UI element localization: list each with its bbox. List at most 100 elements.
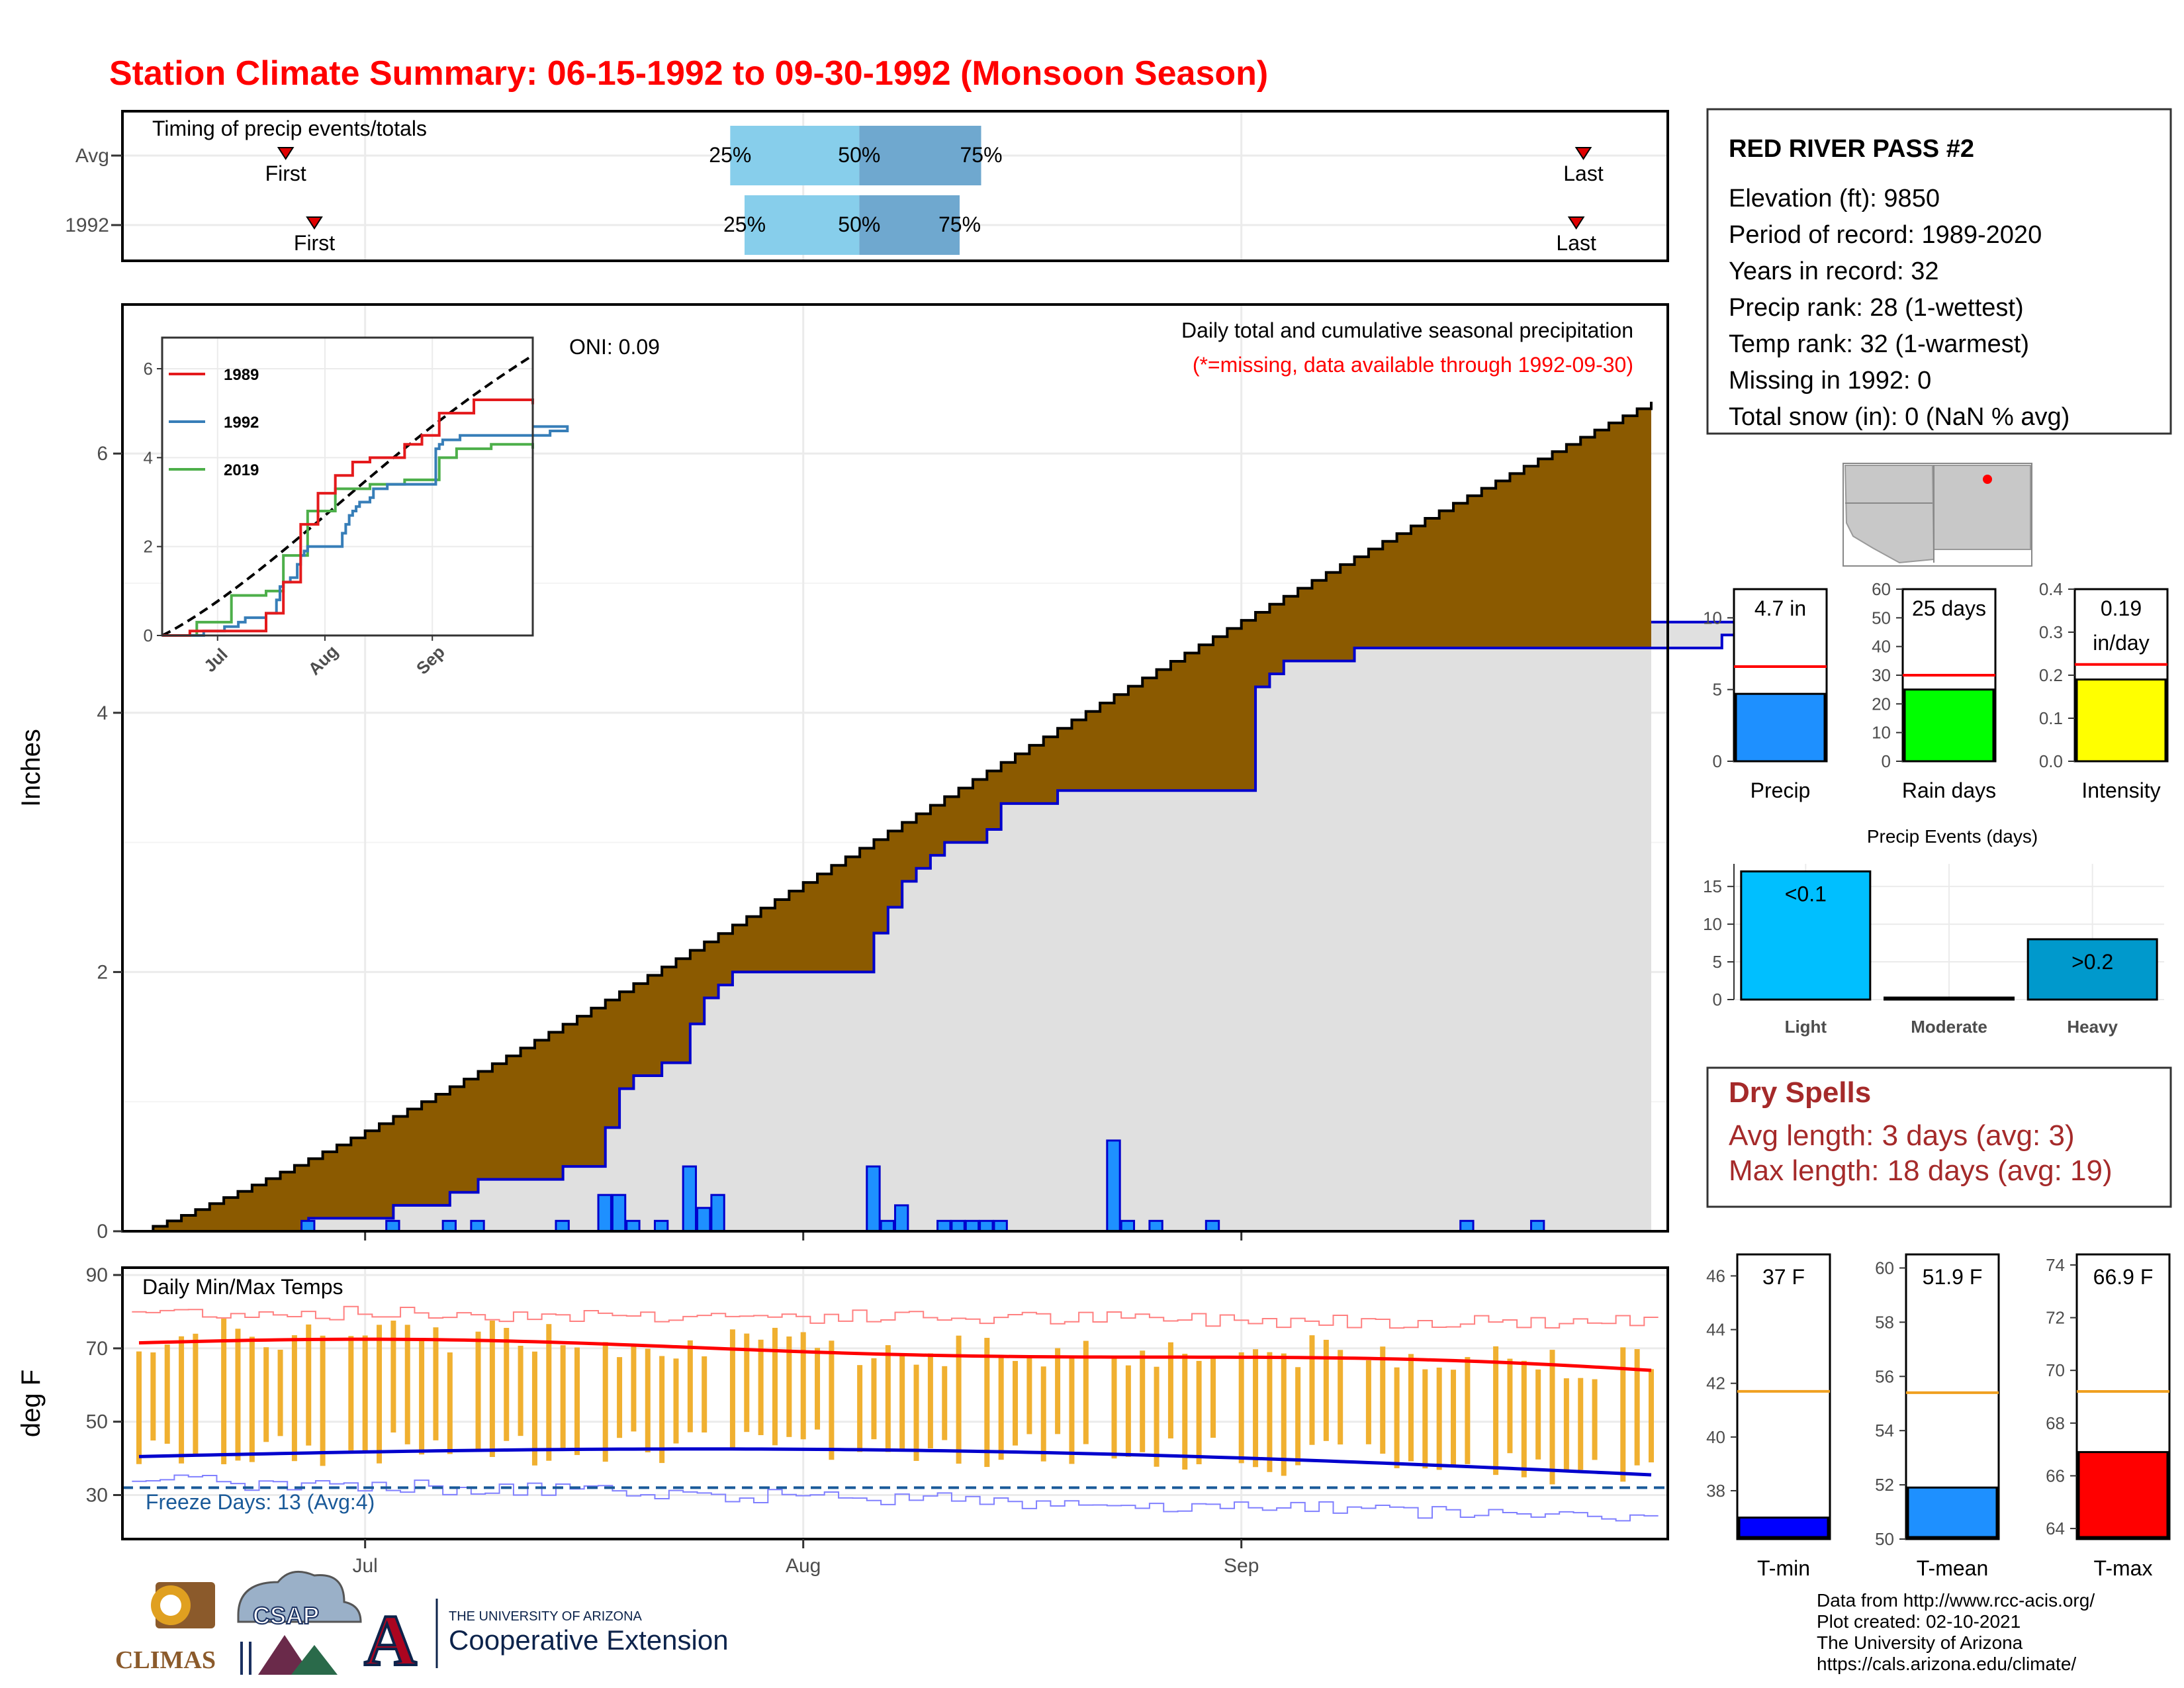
summary-ytick-label: 0.1 bbox=[2039, 708, 2063, 728]
daily-temp-bar bbox=[1338, 1350, 1343, 1445]
precip-frame bbox=[121, 303, 1669, 1233]
daily-temp-bar bbox=[475, 1331, 481, 1450]
daily-precip-bar bbox=[950, 1219, 966, 1233]
daily-temp-bar bbox=[1026, 1355, 1032, 1434]
summary-ytick-label: 50 bbox=[1872, 608, 1891, 628]
oni-label: ONI: 0.09 bbox=[569, 335, 660, 359]
summary-bar-value bbox=[1735, 692, 1826, 763]
events-ytick-label: 0 bbox=[1713, 990, 1722, 1009]
timing-label: Timing of precip events/totals bbox=[152, 117, 427, 140]
temp-summary-ytick-label: 52 bbox=[1875, 1475, 1894, 1495]
daily-temp-bar bbox=[1040, 1366, 1046, 1462]
daily-precip-bar bbox=[1106, 1139, 1121, 1233]
temp-ytick-label: 90 bbox=[86, 1264, 108, 1286]
daily-precip-bar bbox=[611, 1194, 627, 1233]
timing-p25-label: 25% bbox=[723, 212, 766, 236]
daily-temp-bar bbox=[998, 1356, 1004, 1460]
daily-precip-bar bbox=[1148, 1219, 1163, 1233]
temp-summary-value-label: 66.9 F bbox=[2093, 1265, 2154, 1289]
temp-summary-ytick-label: 44 bbox=[1706, 1320, 1725, 1340]
logos: CLIMAS CSAP A THE UNIVERSITY OF ARIZONA … bbox=[115, 1570, 729, 1682]
inset-ytick-label: 2 bbox=[144, 537, 153, 557]
temperature-bar-charts: 38 40 42 44 46 37 F T-min 50 52 54 56 58 60 51.9 F T-m… bbox=[1706, 1253, 2171, 1580]
credit-url: https://cals.arizona.edu/climate/ bbox=[1817, 1654, 2076, 1674]
summary-ytick-label: 40 bbox=[1872, 637, 1891, 657]
daily-temp-bar bbox=[1649, 1369, 1654, 1463]
daily-precip-bar bbox=[993, 1219, 1008, 1233]
dry-spells-box: Dry Spells Avg length: 3 days (avg: 3) M… bbox=[1706, 1066, 2172, 1208]
timing-last-label: Last bbox=[1563, 162, 1604, 185]
temp-summary-ytick-label: 42 bbox=[1706, 1374, 1725, 1393]
temp-summary-value-label: 37 F bbox=[1762, 1265, 1805, 1289]
daily-precip-bar bbox=[625, 1219, 641, 1233]
station-period: Period of record: 1989-2020 bbox=[1729, 221, 2042, 249]
timing-box-upper bbox=[859, 126, 981, 185]
daily-temp-bar bbox=[1620, 1347, 1626, 1482]
daily-temp-bar bbox=[1422, 1369, 1428, 1469]
climas-logo: CLIMAS bbox=[115, 1582, 216, 1674]
temp-ytick-label: 30 bbox=[86, 1485, 108, 1507]
daily-temp-bar bbox=[758, 1339, 764, 1436]
temp-summary-bar bbox=[1738, 1517, 1829, 1538]
daily-temp-bar bbox=[193, 1333, 199, 1454]
csap-logo-text: CSAP bbox=[253, 1602, 319, 1629]
daily-temp-bar bbox=[1182, 1354, 1188, 1470]
daily-temp-bar bbox=[1493, 1346, 1499, 1476]
summary-ytick-label: 60 bbox=[1872, 579, 1891, 599]
daily-precip-bar bbox=[1120, 1219, 1136, 1233]
temp-summary-bar bbox=[2077, 1451, 2169, 1538]
timing-first-label: First bbox=[294, 231, 335, 255]
daily-temp-bar bbox=[1394, 1367, 1400, 1469]
timing-box-lower bbox=[745, 195, 860, 255]
daily-precip-bar bbox=[866, 1165, 881, 1233]
summary-ytick-label: 0 bbox=[1713, 751, 1722, 771]
daily-temp-bar bbox=[404, 1325, 410, 1444]
precip-event-bar bbox=[1884, 996, 2015, 1001]
temp-ytick-label: 70 bbox=[86, 1338, 108, 1360]
summary-bar-intensity: 0.0 0.1 0.2 0.3 0.4 0.19 in/day Intensity bbox=[2039, 579, 2169, 802]
daily-precip-bar bbox=[300, 1219, 316, 1233]
daily-temp-bar bbox=[1465, 1357, 1471, 1464]
precip-subtitle: Daily total and cumulative seasonal prec… bbox=[1181, 318, 1633, 342]
summary-value-label: 4.7 in bbox=[1754, 596, 1806, 620]
temp-xtick-label: Jul bbox=[353, 1555, 378, 1577]
daily-temp-bar bbox=[1125, 1365, 1131, 1457]
precip-event-category-label: Light bbox=[1785, 1017, 1827, 1037]
daily-precip-bar bbox=[936, 1219, 952, 1233]
daily-temp-bar bbox=[1408, 1354, 1414, 1462]
inset-legend-label: 1989 bbox=[224, 366, 259, 384]
daily-temp-bar bbox=[518, 1345, 523, 1436]
timing-p50-label: 50% bbox=[838, 143, 880, 167]
daily-temp-bar bbox=[1578, 1378, 1584, 1470]
daily-precip-bar bbox=[710, 1194, 725, 1233]
temp-summary-bar bbox=[1907, 1486, 1998, 1538]
summary-ytick-label: 5 bbox=[1713, 680, 1722, 700]
temp-summary-ytick-label: 54 bbox=[1875, 1421, 1894, 1440]
precip-event-category-label: Moderate bbox=[1911, 1017, 1987, 1037]
inset-legend: 1989 1992 2019 bbox=[169, 366, 259, 479]
daily-temp-bar bbox=[772, 1327, 778, 1446]
daily-temp-bar bbox=[673, 1358, 679, 1444]
daily-temp-bar bbox=[702, 1356, 707, 1433]
summary-bar-charts: 0 5 10 4.7 in Precip 0 10 20 30 40 50 60 25 days Rain… bbox=[1703, 579, 2169, 802]
daily-temp-bar bbox=[885, 1345, 891, 1452]
inset-ytick-label: 6 bbox=[144, 359, 153, 379]
temp-summary-name-label: T-min bbox=[1757, 1556, 1810, 1580]
daily-temp-bar bbox=[927, 1353, 933, 1449]
daily-temp-bar bbox=[829, 1340, 835, 1460]
daily-temp-bar bbox=[729, 1329, 735, 1450]
credit-university: The University of Arizona bbox=[1817, 1632, 2023, 1653]
daily-temp-bar bbox=[857, 1365, 863, 1452]
daily-temp-bar bbox=[348, 1336, 354, 1451]
tmax-record-line bbox=[132, 1305, 1659, 1329]
summary-value-label: 25 days bbox=[1912, 596, 1986, 620]
daily-temp-bar bbox=[1634, 1349, 1640, 1466]
daily-temp-bar bbox=[617, 1357, 623, 1438]
credit-data-source: Data from http://www.rcc-acis.org/ bbox=[1817, 1590, 2095, 1611]
daily-temp-bar bbox=[1323, 1339, 1329, 1441]
precip-event-value-label: <0.1 bbox=[1785, 882, 1827, 906]
temp-summary-ytick-label: 58 bbox=[1875, 1312, 1894, 1332]
daily-precip-bar bbox=[979, 1219, 994, 1233]
summary-ytick-label: 0.4 bbox=[2039, 579, 2063, 599]
